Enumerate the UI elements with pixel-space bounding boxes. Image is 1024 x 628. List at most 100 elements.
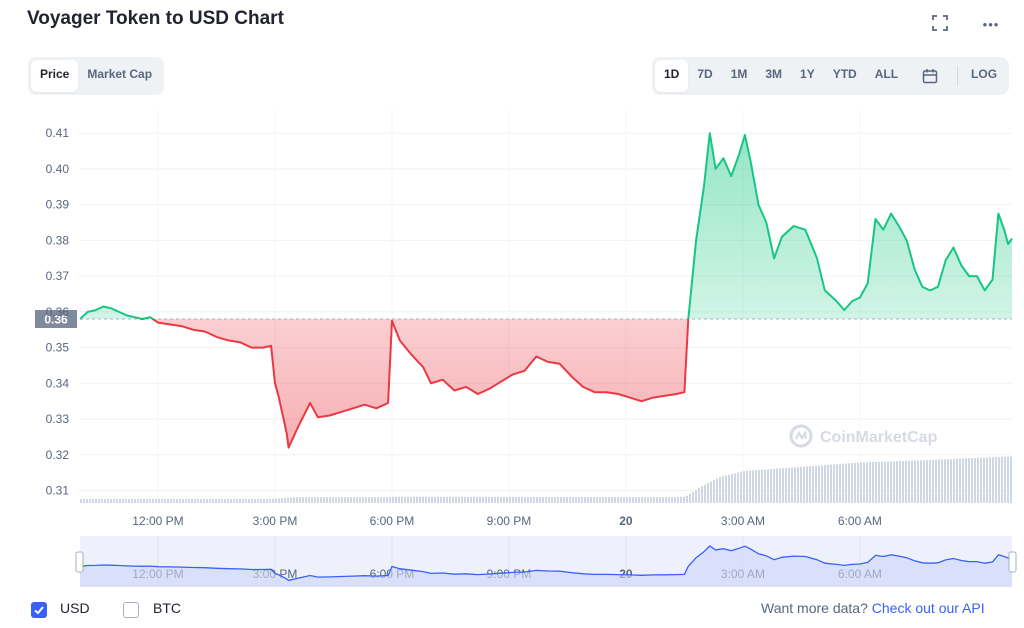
watermark-text: CoinMarketCap [820, 429, 938, 446]
volume-bar [920, 460, 922, 503]
y-tick-label: 0.39 [46, 198, 70, 212]
volume-bar [752, 470, 754, 503]
reference-line: 0.36 [35, 310, 1012, 329]
volume-bar [797, 467, 799, 503]
tab-price[interactable]: Price [31, 60, 79, 92]
volume-bar [545, 496, 547, 503]
btc-label: BTC [153, 600, 181, 616]
range-1d[interactable]: 1D [655, 60, 689, 92]
volume-bar [239, 498, 241, 503]
volume-bar [251, 498, 253, 503]
range-1m[interactable]: 1M [730, 67, 748, 81]
volume-bar [560, 496, 562, 503]
navigator-handle-left[interactable] [75, 551, 84, 573]
volume-bar [500, 496, 502, 503]
volume-bar [812, 465, 814, 503]
volume-bar [692, 491, 694, 503]
volume-bar [227, 498, 229, 503]
x-tick-label: 3:00 AM [721, 514, 765, 528]
volume-bar [998, 457, 1000, 503]
y-tick-label: 0.34 [46, 376, 70, 390]
volume-bar [536, 496, 538, 503]
volume-bar [344, 497, 346, 503]
tab-market-cap[interactable]: Market Cap [87, 67, 153, 81]
volume-bar [614, 497, 616, 503]
volume-bar [731, 474, 733, 503]
volume-bar [236, 498, 238, 503]
price-area-up [80, 133, 1012, 320]
volume-bar [539, 496, 541, 503]
calendar-icon[interactable] [907, 60, 953, 92]
btc-checkbox[interactable] [123, 602, 139, 618]
x-tick-label: 3:00 PM [253, 514, 298, 528]
more-icon[interactable]: ••• [982, 17, 1000, 32]
volume-bar [905, 460, 907, 503]
volume-bar [809, 466, 811, 503]
volume-bar [662, 497, 664, 503]
volume-bar [278, 498, 280, 503]
volume-bar [317, 497, 319, 503]
volume-bar [578, 497, 580, 503]
volume-bar [356, 497, 358, 503]
volume-bar [602, 497, 604, 503]
volume-bar [440, 496, 442, 503]
volume-bar [644, 497, 646, 503]
volume-bar [92, 498, 94, 503]
check-icon [34, 606, 44, 615]
fullscreen-icon-glyph [932, 15, 948, 31]
volume-bar [785, 467, 787, 503]
volume-bar [845, 463, 847, 503]
volume-bar [323, 497, 325, 503]
volume-bar [296, 497, 298, 503]
log-toggle[interactable]: LOG [971, 67, 998, 81]
volume-bar [959, 458, 961, 503]
range-3m[interactable]: 3M [765, 67, 783, 81]
range-1y[interactable]: 1Y [800, 67, 815, 81]
volume-bar [467, 496, 469, 503]
y-tick-label: 0.35 [46, 341, 70, 355]
volume-bar [302, 497, 304, 503]
volume-bar [287, 497, 289, 503]
volume-bar [164, 498, 166, 503]
volume-bar [98, 498, 100, 503]
y-tick-label: 0.37 [46, 269, 70, 283]
range-7d[interactable]: 7D [697, 67, 713, 81]
volume-bar [275, 498, 277, 503]
volume-bar [248, 498, 250, 503]
price-line [79, 132, 1013, 449]
volume-bar [800, 466, 802, 503]
volume-bar [122, 498, 124, 503]
navigator-handle-right[interactable] [1008, 551, 1017, 573]
volume-bar [194, 498, 196, 503]
volume-bar [596, 497, 598, 503]
volume-bar [836, 464, 838, 503]
volume-bar [347, 497, 349, 503]
volume-bar [203, 498, 205, 503]
api-link[interactable]: Check out our API [871, 600, 985, 616]
volume-bar [710, 481, 712, 503]
volume-bar [749, 470, 751, 503]
volume-bar [449, 496, 451, 503]
range-all[interactable]: ALL [874, 67, 899, 81]
volume-bar [374, 497, 376, 503]
volume-bar [569, 496, 571, 503]
volume-bar [839, 463, 841, 503]
volume-bar [791, 467, 793, 503]
volume-bar [293, 497, 295, 503]
volume-bar [365, 497, 367, 503]
volume-bar [884, 461, 886, 503]
fullscreen-icon[interactable] [929, 14, 951, 36]
volume-bar [311, 497, 313, 503]
volume-bar [494, 496, 496, 503]
usd-checkbox[interactable] [31, 602, 47, 618]
volume-bar [197, 498, 199, 503]
volume-bar [818, 465, 820, 503]
volume-bar [647, 497, 649, 503]
volume-bar [824, 465, 826, 503]
range-ytd[interactable]: YTD [832, 67, 857, 81]
volume-bar [917, 460, 919, 503]
volume-bar [974, 457, 976, 503]
x-axis-ticks: 12:00 PM 3:00 PM 6:00 PM 9:00 PM 20 3:00 AM 6:… [132, 514, 882, 528]
volume-bar [443, 496, 445, 503]
